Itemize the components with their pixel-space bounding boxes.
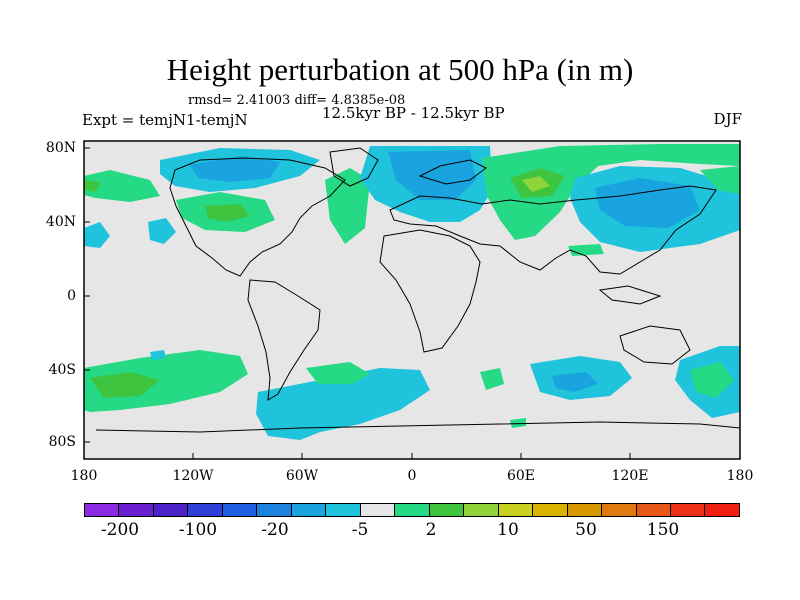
lon-label-180-east: 180 xyxy=(726,468,754,484)
colorbar-segment xyxy=(429,504,465,516)
colorbar-segment xyxy=(636,504,671,516)
axis-ticks xyxy=(83,147,741,459)
lon-label-120e: 120E xyxy=(611,468,649,484)
lon-label-0: 0 xyxy=(407,468,417,484)
colorbar-segment xyxy=(705,504,739,516)
colorbar-label: 50 xyxy=(575,520,597,540)
coastlines xyxy=(95,147,740,433)
colorbar-segment xyxy=(533,504,568,516)
period-label: 12.5kyr BP - 12.5kyr BP xyxy=(322,104,505,122)
colorbar-segment xyxy=(85,504,120,516)
lon-label-120w: 120W xyxy=(172,468,214,484)
lon-label-180-west: 180 xyxy=(70,468,98,484)
colorbar-segment xyxy=(222,504,258,516)
colorbar-segment xyxy=(119,504,154,516)
lon-label-60w: 60W xyxy=(285,468,319,484)
colorbar-segment xyxy=(498,504,534,516)
map-title: Height perturbation at 500 hPa (in m) xyxy=(166,52,634,87)
colorbar-label: 150 xyxy=(646,520,680,540)
colorbar-segment xyxy=(360,504,396,516)
lon-label-60e: 60E xyxy=(506,468,536,484)
lat-label-40s: 40S xyxy=(48,362,76,378)
colorbar-segment xyxy=(188,504,223,516)
colorbar-label: -200 xyxy=(100,520,140,540)
season-label: DJF xyxy=(713,110,742,128)
experiment-label: Expt = temjN1-temjN xyxy=(82,111,248,129)
lat-label-80s: 80S xyxy=(48,434,76,450)
colorbar-segment xyxy=(464,504,499,516)
lat-label-0: 0 xyxy=(67,288,76,304)
colorbar-label: 10 xyxy=(497,520,519,540)
stats-text: rmsd= 2.41003 diff= 4.8385e-08 xyxy=(188,93,406,108)
contour-fills xyxy=(84,144,740,440)
colorbar-label: -100 xyxy=(178,520,218,540)
colorbar-label: -20 xyxy=(261,520,289,540)
colorbar-segment xyxy=(291,504,327,516)
lat-label-40n: 40N xyxy=(45,214,76,230)
colorbar-segment xyxy=(257,504,292,516)
lat-label-80n: 80N xyxy=(45,140,76,156)
colorbar-segment xyxy=(670,504,706,516)
colorbar xyxy=(84,503,740,517)
colorbar-segment xyxy=(153,504,189,516)
colorbar-segment xyxy=(567,504,603,516)
colorbar-segment xyxy=(395,504,430,516)
colorbar-segment xyxy=(602,504,637,516)
colorbar-label: -5 xyxy=(351,520,369,540)
colorbar-segment xyxy=(326,504,361,516)
colorbar-label: 2 xyxy=(425,520,437,540)
